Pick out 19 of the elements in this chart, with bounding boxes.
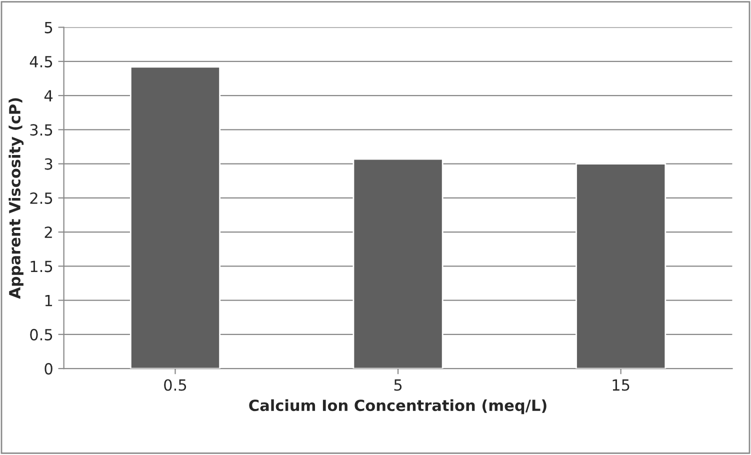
y-tick-label: 3 (44, 158, 52, 170)
y-tick-label: 2 (44, 226, 52, 238)
y-tick-label: 0.5 (30, 328, 52, 340)
bar (576, 163, 666, 369)
y-tick-label: 3.5 (30, 124, 52, 136)
y-axis-title: Apparent Viscosity (cP) (8, 98, 24, 299)
bar (352, 158, 444, 369)
y-tick-label: 1.5 (30, 260, 52, 272)
x-tick-label: 15 (612, 379, 630, 391)
x-tick-label: 5 (394, 379, 402, 391)
y-tick-label: 5 (44, 22, 52, 34)
y-tick-label: 4.5 (30, 56, 52, 68)
x-tick-label: 0.5 (164, 379, 186, 391)
bar (130, 66, 220, 369)
y-tick-label: 2.5 (30, 192, 52, 204)
y-tick-label: 0 (44, 363, 52, 375)
x-axis-title: Calcium Ion Concentration (meq/L) (249, 399, 546, 414)
y-tick-label: 4 (44, 90, 53, 102)
y-tick-label: 1 (45, 294, 52, 306)
